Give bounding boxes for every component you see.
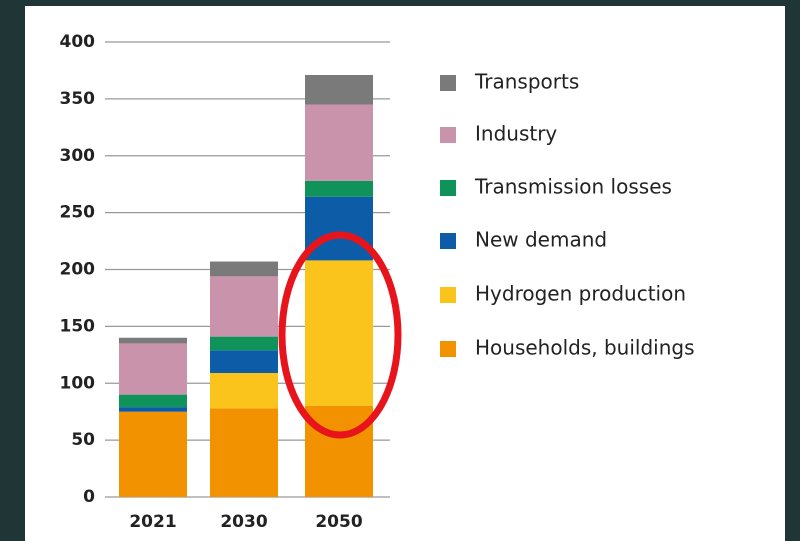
y-tick-label: 300 xyxy=(60,146,96,166)
bar-segment xyxy=(210,261,278,277)
y-tick-label: 150 xyxy=(60,316,96,336)
x-tick-label: 2050 xyxy=(315,512,362,532)
legend-label: Hydrogen production xyxy=(475,282,686,306)
bar-segment xyxy=(305,104,373,181)
legend-label: Transports xyxy=(474,70,579,94)
bar-segment xyxy=(119,411,187,497)
bar-segment xyxy=(210,373,278,409)
legend-swatch xyxy=(440,341,456,357)
plot: 0 50 100 150 200 250 300 350 400 2021 2030 2050 Hous… xyxy=(60,32,695,532)
bar-segment xyxy=(305,260,373,406)
bar-segment xyxy=(210,408,278,497)
legend-swatch xyxy=(440,75,456,91)
bar-segment xyxy=(210,350,278,374)
legend-swatch xyxy=(440,127,456,143)
legend-label: Households, buildings xyxy=(475,336,695,360)
bar-segment xyxy=(119,343,187,395)
legend-swatch xyxy=(440,287,456,303)
y-tick-label: 200 xyxy=(60,260,96,280)
bar-segment xyxy=(119,394,187,408)
bar-segment xyxy=(305,180,373,197)
legend-swatch xyxy=(440,233,456,249)
legend-label: Industry xyxy=(475,122,557,146)
bar-segment xyxy=(210,336,278,351)
bar-segment xyxy=(119,337,187,344)
legend-label: New demand xyxy=(475,228,607,252)
legend-swatch xyxy=(440,180,456,196)
y-tick-label: 50 xyxy=(71,430,95,450)
y-tick-label: 400 xyxy=(60,32,96,52)
x-tick-label: 2021 xyxy=(129,512,176,532)
bar-segment xyxy=(305,196,373,261)
highlight-ellipse xyxy=(278,231,402,439)
y-tick-label: 0 xyxy=(83,487,95,507)
bar-segment xyxy=(305,406,373,497)
bar-segment xyxy=(210,276,278,337)
y-tick-label: 250 xyxy=(60,203,96,223)
bar-segment xyxy=(119,407,187,412)
legend-label: Transmission losses xyxy=(474,175,672,199)
x-tick-label: 2030 xyxy=(220,512,267,532)
y-tick-label: 100 xyxy=(60,373,96,393)
bar-segment xyxy=(305,74,373,105)
y-tick-label: 350 xyxy=(60,89,96,109)
